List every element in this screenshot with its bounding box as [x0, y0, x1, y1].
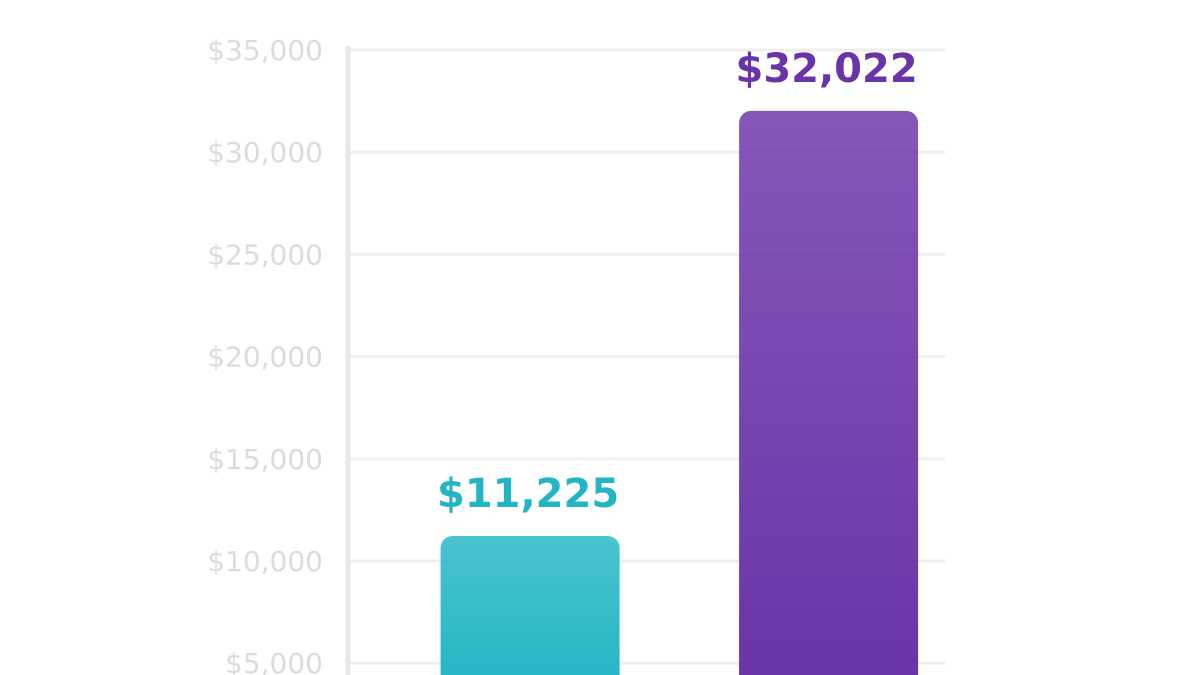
value-label: $11,225 — [437, 471, 619, 517]
y-tick-label: $30,000 — [207, 136, 323, 169]
y-tick-label: $10,000 — [207, 545, 323, 578]
y-tick-label: $20,000 — [207, 341, 323, 374]
y-tick-label: $15,000 — [207, 443, 323, 476]
bar — [441, 536, 620, 675]
bar — [739, 111, 918, 675]
y-tick-label: $35,000 — [207, 34, 323, 67]
y-tick-label: $25,000 — [207, 238, 323, 271]
value-label: $32,022 — [735, 46, 917, 92]
y-tick-label: $5,000 — [225, 647, 323, 675]
